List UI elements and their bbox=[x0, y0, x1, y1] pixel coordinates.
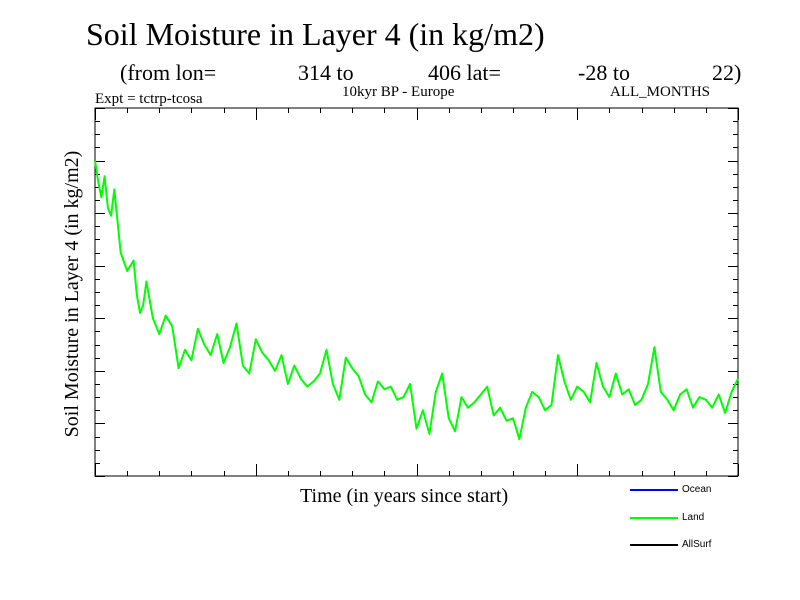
legend-label-land: Land bbox=[682, 512, 705, 523]
months-label: ALL_MONTHS bbox=[610, 84, 710, 100]
axis-ticks bbox=[95, 108, 739, 477]
legend-swatch-ocean bbox=[630, 489, 678, 491]
plot-frame bbox=[94, 107, 739, 477]
series-line-land bbox=[94, 160, 739, 441]
subtitle-lon-end: 406 lat= bbox=[428, 60, 501, 85]
legend-swatch-allsurf bbox=[630, 544, 678, 546]
experiment-label: Expt = tctrp-tcosa bbox=[95, 91, 203, 107]
legend-label-ocean: Ocean bbox=[682, 484, 712, 495]
legend-label-allsurf: AllSurf bbox=[682, 539, 712, 550]
series-group bbox=[94, 160, 739, 441]
subtitle-lat-end: 22) bbox=[712, 60, 742, 85]
subtitle-prefix: (from lon= bbox=[120, 60, 217, 85]
y-axis-label: Soil Moisture in Layer 4 (in kg/m2) bbox=[61, 150, 83, 438]
region-label: 10kyr BP - Europe bbox=[342, 84, 455, 100]
subtitle-lat-start: -28 to bbox=[578, 60, 630, 85]
legend-swatch-land bbox=[630, 517, 678, 519]
subtitle-lon-start: 314 to bbox=[298, 60, 354, 85]
chart-title: Soil Moisture in Layer 4 (in kg/m2) bbox=[86, 16, 545, 52]
x-axis-label: Time (in years since start) bbox=[300, 485, 509, 507]
